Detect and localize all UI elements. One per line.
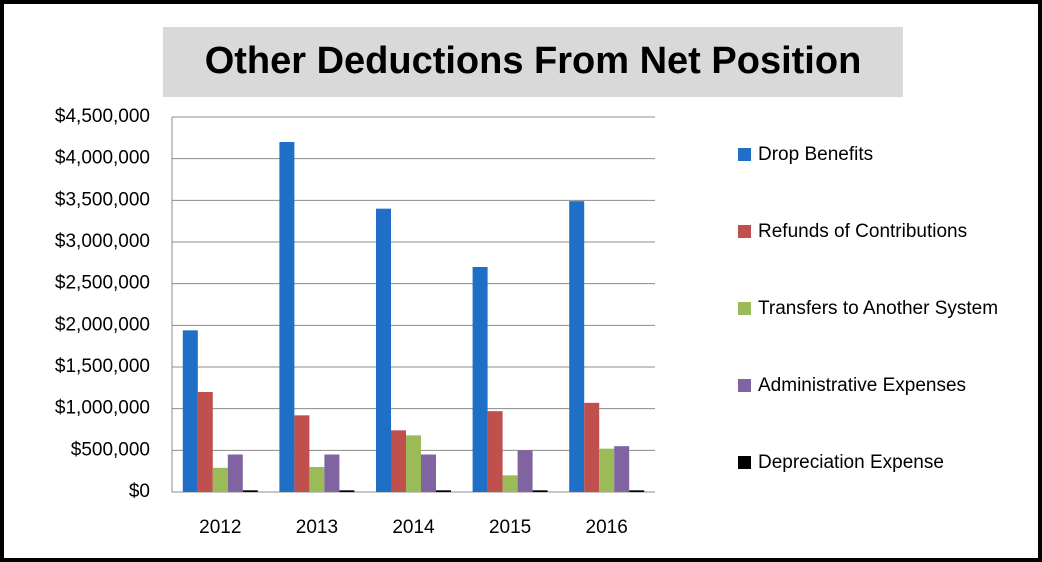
y-tick-label: $0 (129, 481, 150, 502)
bar (436, 490, 451, 492)
bar (569, 201, 585, 492)
bar (376, 208, 391, 492)
chart-title: Other Deductions From Net Position (205, 40, 862, 82)
bar (517, 450, 533, 492)
legend-item: Transfers to Another System (738, 270, 1038, 347)
legend-item: Depreciation Expense (738, 424, 1038, 501)
legend-swatch (738, 148, 751, 161)
x-tick-label: 2015 (489, 517, 531, 538)
y-tick-label: $3,000,000 (55, 231, 150, 252)
bar (502, 475, 518, 492)
legend-item: Refunds of Contributions (738, 193, 1038, 270)
x-tick-label: 2012 (199, 517, 241, 538)
bar (406, 435, 421, 492)
bar (182, 330, 198, 492)
y-tick-label: $2,000,000 (55, 314, 150, 335)
legend-swatch (738, 225, 751, 238)
y-tick-label: $1,500,000 (55, 356, 150, 377)
legend-item: Drop Benefits (738, 116, 1038, 193)
legend-swatch (738, 456, 751, 469)
bar (294, 415, 310, 492)
y-tick-label: $4,500,000 (55, 106, 150, 127)
bar (391, 430, 406, 492)
legend-label: Drop Benefits (758, 143, 874, 165)
legend-item: Administrative Expenses (738, 347, 1038, 424)
legend: Drop Benefits Refunds of Contributions Tra… (738, 116, 1038, 501)
bar (242, 490, 258, 492)
legend-label: Administrative Expenses (758, 374, 967, 396)
legend-swatch (738, 302, 751, 315)
y-tick-label: $4,000,000 (55, 148, 150, 169)
y-tick-label: $3,500,000 (55, 189, 150, 210)
x-tick-label: 2013 (296, 517, 338, 538)
bar (532, 490, 548, 492)
title-box (163, 27, 903, 97)
legend-label: Refunds of Contributions (758, 220, 968, 242)
legend-label: Depreciation Expense (758, 451, 944, 473)
bar (309, 467, 325, 492)
y-tick-label: $500,000 (71, 439, 150, 460)
legend-label: Transfers to Another System (758, 297, 999, 319)
bar (614, 446, 630, 492)
bar (487, 411, 503, 492)
y-tick-label: $1,000,000 (55, 398, 150, 419)
bar (227, 454, 243, 492)
bar (212, 467, 228, 492)
bar (279, 142, 295, 492)
bar (584, 402, 600, 492)
bar (339, 490, 355, 492)
x-tick-label: 2016 (586, 517, 628, 538)
x-tick-label: 2014 (392, 517, 435, 538)
legend-swatch (738, 379, 751, 392)
bar (197, 392, 213, 492)
bar (472, 267, 488, 492)
bar (629, 490, 645, 492)
y-tick-label: $2,500,000 (55, 273, 150, 294)
bar (324, 454, 340, 492)
bar (421, 454, 436, 492)
bar (599, 448, 615, 492)
